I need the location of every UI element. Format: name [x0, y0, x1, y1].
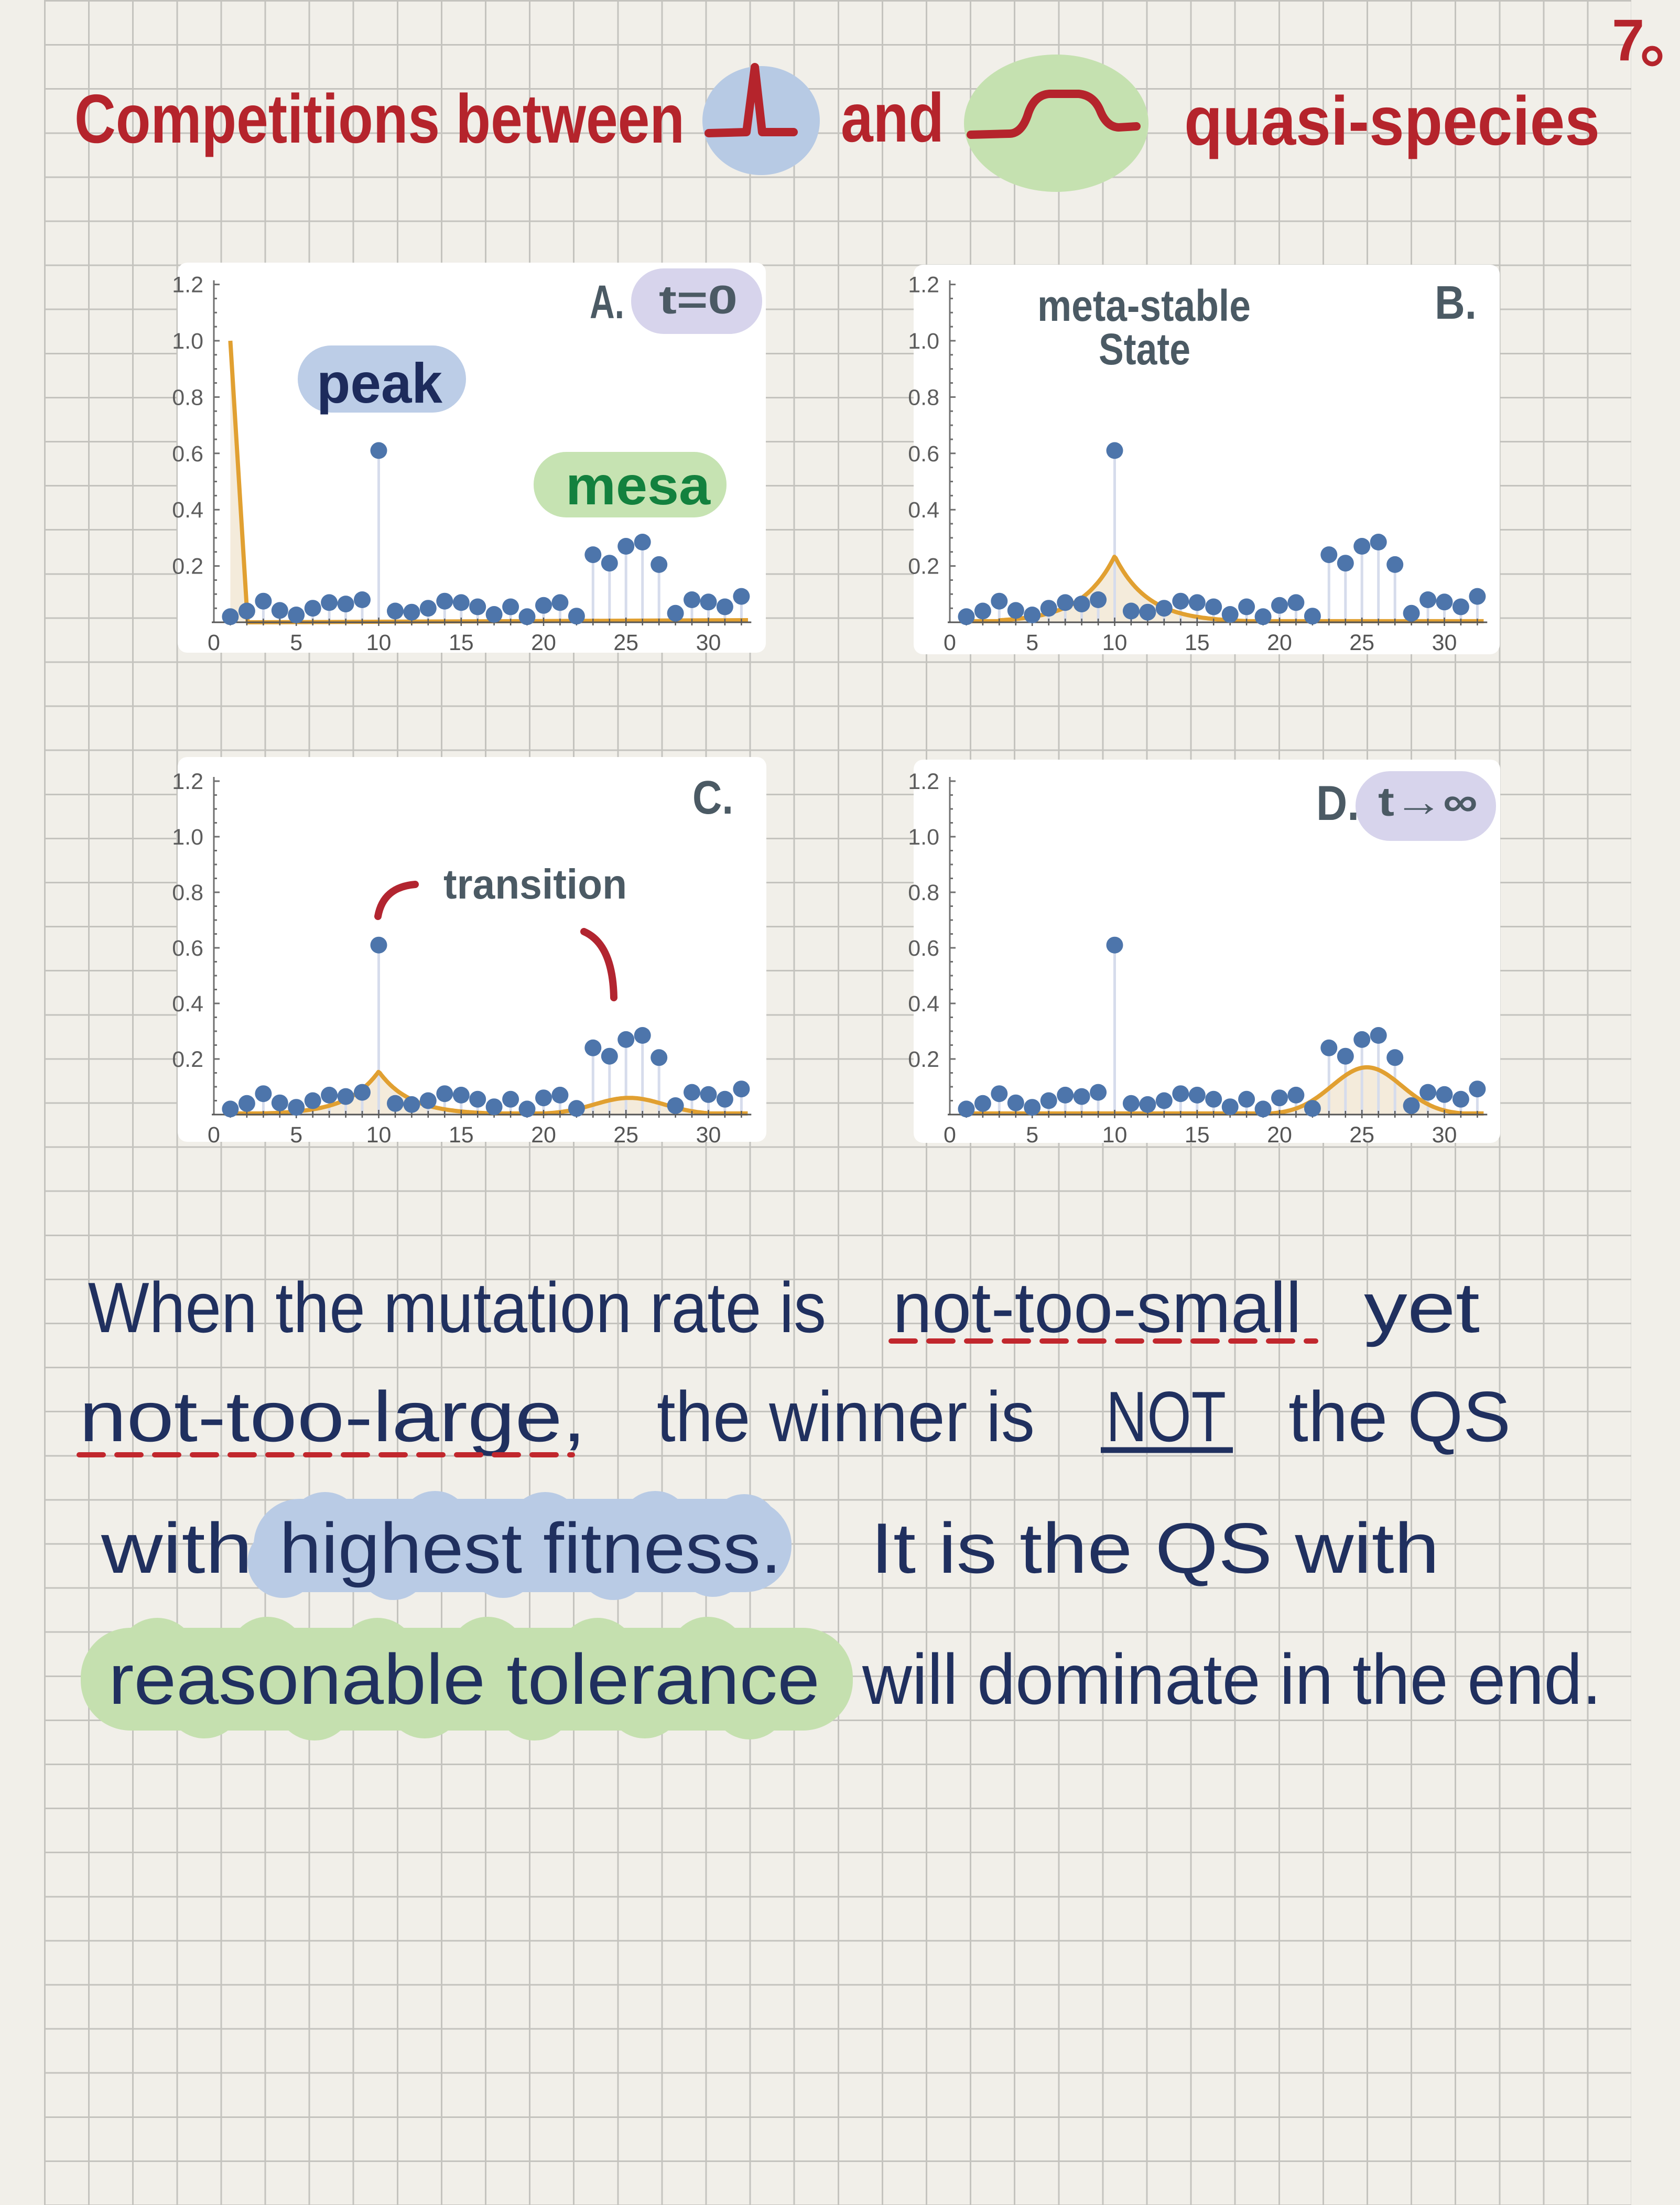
svg-text:0: 0 — [208, 630, 220, 655]
svg-text:1.2: 1.2 — [908, 273, 939, 298]
svg-text:with: with — [101, 1508, 253, 1588]
svg-text:10: 10 — [1102, 630, 1128, 655]
svg-text:25: 25 — [1349, 1122, 1374, 1148]
svg-text:0.8: 0.8 — [172, 385, 203, 410]
svg-text:mesa: mesa — [566, 456, 711, 516]
svg-text:State: State — [1099, 325, 1190, 374]
svg-text:It is the QS with: It is the QS with — [871, 1508, 1439, 1588]
svg-text:peak: peak — [317, 351, 443, 415]
svg-text:B.: B. — [1435, 277, 1477, 329]
svg-text:NOT: NOT — [1106, 1377, 1226, 1456]
svg-text:When the mutation rate is: When the mutation rate is — [88, 1268, 826, 1347]
svg-text:and: and — [841, 79, 944, 156]
svg-text:10: 10 — [366, 630, 392, 655]
svg-text:0.8: 0.8 — [908, 880, 939, 905]
svg-text:10: 10 — [1102, 1122, 1128, 1148]
svg-text:0.8: 0.8 — [908, 385, 939, 410]
svg-text:1.0: 1.0 — [908, 825, 939, 850]
svg-text:0.2: 0.2 — [908, 1047, 939, 1072]
svg-text:will dominate in the end.: will dominate in the end. — [862, 1639, 1601, 1719]
svg-text:the winner is: the winner is — [657, 1377, 1035, 1456]
svg-text:quasi-species: quasi-species — [1184, 82, 1600, 159]
svg-text:0: 0 — [944, 1122, 956, 1148]
svg-text:15: 15 — [449, 1122, 474, 1148]
svg-text:30: 30 — [696, 630, 721, 655]
svg-text:0.2: 0.2 — [908, 554, 939, 579]
svg-text:transition: transition — [443, 861, 627, 907]
svg-text:15: 15 — [1185, 1122, 1210, 1148]
svg-text:C.: C. — [692, 772, 733, 824]
svg-text:25: 25 — [613, 1122, 638, 1148]
svg-text:30: 30 — [1432, 630, 1457, 655]
svg-text:5: 5 — [1026, 630, 1038, 655]
svg-text:0.8: 0.8 — [172, 880, 203, 905]
svg-text:Competitions between: Competitions between — [74, 80, 685, 157]
svg-text:10: 10 — [366, 1122, 392, 1148]
svg-text:5: 5 — [290, 1122, 302, 1148]
svg-text:7: 7 — [1612, 7, 1644, 73]
svg-text:1.0: 1.0 — [908, 329, 939, 354]
svg-text:0: 0 — [944, 630, 956, 655]
svg-text:15: 15 — [449, 630, 474, 655]
svg-text:t→∞: t→∞ — [1378, 779, 1478, 825]
svg-text:0.4: 0.4 — [172, 498, 203, 523]
svg-text:not-too-large,: not-too-large, — [79, 1377, 586, 1456]
svg-text:0.6: 0.6 — [908, 936, 939, 961]
svg-text:A.: A. — [590, 276, 624, 329]
svg-text:0.4: 0.4 — [908, 498, 939, 523]
svg-text:20: 20 — [1267, 1122, 1292, 1148]
svg-text:0.4: 0.4 — [172, 991, 203, 1017]
svg-text:25: 25 — [1349, 630, 1374, 655]
svg-text:30: 30 — [1432, 1122, 1457, 1148]
svg-text:20: 20 — [531, 1122, 556, 1148]
svg-text:20: 20 — [1267, 630, 1292, 655]
svg-text:highest fitness.: highest fitness. — [279, 1508, 782, 1588]
svg-text:not-too-small: not-too-small — [893, 1268, 1302, 1347]
svg-text:0.2: 0.2 — [172, 1047, 203, 1072]
svg-text:reasonable tolerance: reasonable tolerance — [109, 1639, 820, 1719]
svg-text:0.2: 0.2 — [172, 554, 203, 579]
svg-text:meta-stable: meta-stable — [1037, 281, 1251, 330]
svg-text:15: 15 — [1185, 630, 1210, 655]
svg-text:1.0: 1.0 — [172, 329, 203, 354]
svg-text:0.4: 0.4 — [908, 991, 939, 1017]
svg-text:0.6: 0.6 — [172, 936, 203, 961]
svg-text:1.2: 1.2 — [172, 769, 203, 794]
svg-text:30: 30 — [696, 1122, 721, 1148]
svg-text:0.6: 0.6 — [908, 441, 939, 467]
svg-text:yet: yet — [1364, 1268, 1480, 1347]
svg-text:5: 5 — [1026, 1122, 1038, 1148]
svg-text:0.6: 0.6 — [172, 441, 203, 467]
svg-text:1.2: 1.2 — [908, 769, 939, 794]
svg-text:the QS: the QS — [1288, 1377, 1511, 1456]
svg-text:D.: D. — [1316, 775, 1359, 830]
svg-text:1.2: 1.2 — [172, 273, 203, 298]
svg-text:5: 5 — [290, 630, 302, 655]
svg-text:0: 0 — [208, 1122, 220, 1148]
svg-text:20: 20 — [531, 630, 556, 655]
svg-text:t=0: t=0 — [659, 278, 738, 322]
svg-text:25: 25 — [613, 630, 638, 655]
svg-text:1.0: 1.0 — [172, 825, 203, 850]
